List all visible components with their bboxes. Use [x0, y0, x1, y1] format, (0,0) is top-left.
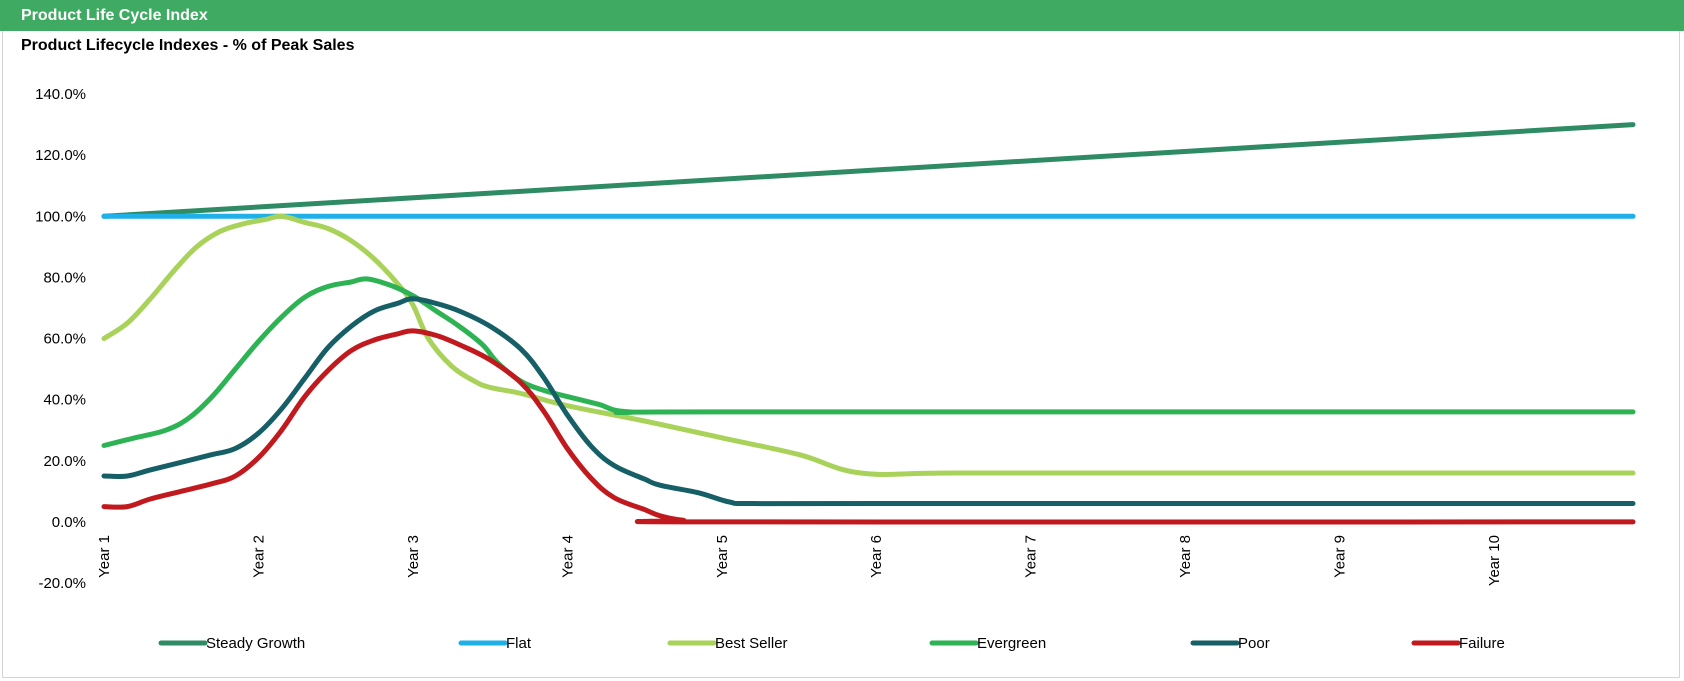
legend-label-steady-growth: Steady Growth [206, 635, 305, 652]
x-tick-label: Year 2 [250, 535, 267, 578]
series-line-poor [101, 296, 1636, 507]
chart-title: Product Lifecycle Indexes - % of Peak Sa… [21, 37, 355, 54]
x-tick-label: Year 5 [714, 535, 731, 578]
x-tick-label: Year 4 [559, 535, 576, 578]
x-tick-label: Year 7 [1023, 535, 1040, 578]
y-tick-label: 80.0% [43, 269, 86, 286]
x-tick-label: Year 8 [1177, 535, 1194, 578]
y-tick-label: 100.0% [35, 208, 86, 225]
y-tick-label: 0.0% [52, 514, 86, 531]
y-tick-label: -20.0% [38, 575, 86, 592]
y-tick-label: 140.0% [35, 86, 86, 103]
x-tick-label: Year 1 [96, 535, 113, 578]
x-tick-label: Year 9 [1332, 535, 1349, 578]
series-line-evergreen [101, 276, 1636, 448]
y-tick-label: 40.0% [43, 392, 86, 409]
x-tick-label: Year 6 [868, 535, 885, 578]
x-axis-ticks: Year 1 Year 2 Year 3 Year 4 Year 5 Year 6 Year… [96, 535, 1503, 586]
legend-label-evergreen: Evergreen [977, 635, 1046, 652]
series-line-steady-growth [101, 122, 1636, 219]
legend-label-flat: Flat [506, 635, 532, 652]
legend-label-poor: Poor [1238, 635, 1270, 652]
legend: Steady Growth Flat Best Seller Evergreen Poo… [158, 635, 1505, 652]
y-tick-label: 120.0% [35, 147, 86, 164]
y-tick-label: 60.0% [43, 331, 86, 348]
series-line-failure [101, 328, 1636, 525]
header-bar: Product Life Cycle Index [0, 0, 1684, 31]
header-title: Product Life Cycle Index [21, 7, 208, 24]
y-axis-ticks: -20.0% 0.0% 20.0% 40.0% 60.0% 80.0% 100.0% 120.… [35, 86, 86, 592]
series-lines [101, 122, 1636, 525]
x-tick-label: Year 3 [405, 535, 422, 578]
legend-label-best-seller: Best Seller [715, 635, 788, 652]
legend-label-failure: Failure [1459, 635, 1505, 652]
y-tick-label: 20.0% [43, 453, 86, 470]
series-line-best-seller [101, 213, 1636, 477]
x-tick-label: Year 10 [1486, 535, 1503, 586]
